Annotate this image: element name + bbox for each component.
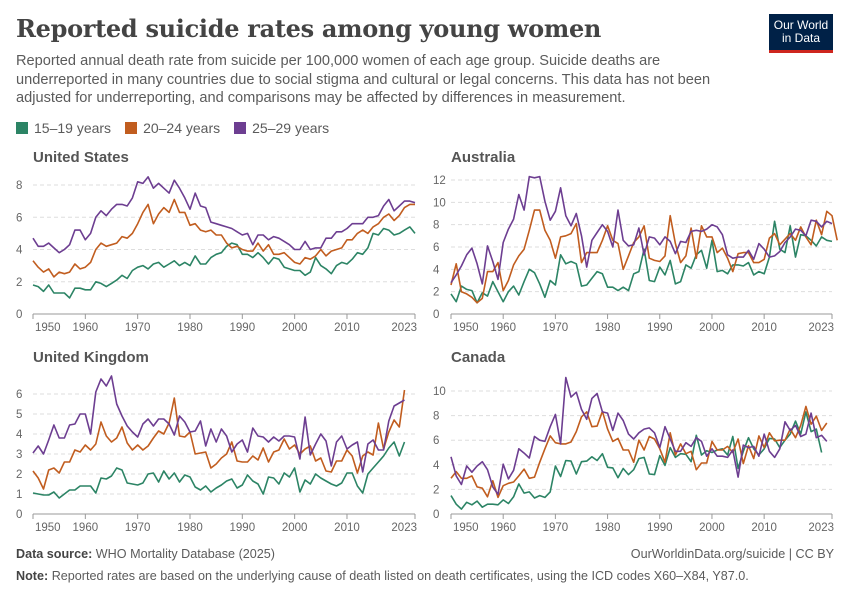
legend-swatch: [234, 122, 247, 134]
x-tick-label: 1980: [177, 522, 203, 534]
legend-label: 20–24 years: [143, 120, 221, 136]
y-tick-label: 0: [16, 509, 22, 521]
source-label: Data source:: [16, 547, 93, 561]
legend-label: 15–19 years: [34, 120, 112, 136]
panel-title-australia: Australia: [451, 149, 516, 166]
x-tick-label: 1970: [543, 522, 569, 534]
x-tick-label: 2000: [282, 522, 308, 534]
x-tick-label: 1980: [595, 322, 621, 334]
y-tick-label: 12: [433, 175, 446, 187]
series-line-20-24-years: [450, 209, 838, 304]
series-line-25-29-years: [32, 375, 405, 473]
y-tick-label: 2: [433, 484, 439, 496]
y-tick-label: 2: [433, 287, 439, 299]
y-tick-label: 3: [16, 449, 22, 461]
x-tick-label: 1950: [35, 522, 61, 534]
note: Note: Reported rates are based on the un…: [16, 569, 749, 583]
y-tick-label: 0: [433, 509, 439, 521]
x-tick-label: 1990: [230, 522, 256, 534]
x-tick-label: 1960: [73, 522, 99, 534]
x-tick-label: 2023: [391, 322, 417, 334]
x-tick-label: 1950: [35, 322, 61, 334]
x-tick-label: 1980: [595, 522, 621, 534]
y-tick-label: 5: [16, 409, 22, 421]
series-line-25-29-years: [450, 175, 833, 285]
x-tick-label: 1950: [453, 522, 479, 534]
x-tick-label: 2023: [808, 522, 834, 534]
x-tick-label: 1980: [177, 322, 203, 334]
x-tick-label: 2000: [699, 322, 725, 334]
x-tick-label: 1960: [73, 322, 99, 334]
y-tick-label: 0: [433, 309, 439, 321]
y-tick-label: 4: [16, 245, 23, 257]
x-tick-label: 1970: [125, 322, 151, 334]
y-tick-label: 2: [16, 277, 22, 289]
legend-item-20-24[interactable]: 20–24 years: [125, 120, 220, 136]
y-tick-label: 6: [16, 389, 22, 401]
y-tick-label: 8: [16, 180, 22, 192]
y-tick-label: 4: [433, 264, 440, 276]
x-tick-label: 2010: [751, 522, 777, 534]
x-tick-label: 1990: [647, 322, 673, 334]
series-line-15-19-years: [32, 441, 406, 499]
series-line-20-24-years: [32, 198, 415, 278]
y-tick-label: 6: [433, 242, 439, 254]
series-line-25-29-years: [450, 376, 828, 496]
x-tick-label: 1950: [453, 322, 479, 334]
x-tick-label: 1990: [647, 522, 673, 534]
legend-item-15-19[interactable]: 15–19 years: [16, 120, 111, 136]
y-tick-label: 8: [433, 411, 439, 423]
y-tick-label: 4: [16, 429, 23, 441]
series-line-15-19-years: [32, 226, 416, 299]
x-tick-label: 2023: [391, 522, 417, 534]
y-tick-label: 6: [16, 212, 22, 224]
x-tick-label: 2000: [282, 322, 308, 334]
source-text[interactable]: WHO Mortality Database (2025): [95, 547, 275, 561]
y-tick-label: 1: [16, 489, 22, 501]
legend-item-25-29[interactable]: 25–29 years: [234, 120, 329, 136]
source-url[interactable]: OurWorldinData.org/suicide | CC BY: [630, 547, 834, 561]
series-line-20-24-years: [450, 405, 828, 499]
legend: 15–19 years 20–24 years 25–29 years: [16, 120, 329, 136]
panel-title-canada: Canada: [451, 349, 506, 366]
y-tick-label: 0: [16, 309, 22, 321]
series-line-15-19-years: [450, 220, 833, 304]
x-tick-label: 1960: [490, 322, 516, 334]
y-tick-label: 10: [433, 197, 446, 209]
x-tick-label: 2010: [334, 322, 360, 334]
series-line-15-19-years: [450, 411, 823, 510]
x-tick-label: 2010: [334, 522, 360, 534]
legend-swatch: [16, 122, 28, 134]
page-subtitle: Reported annual death rate from suicide …: [16, 53, 711, 106]
page-title: Reported suicide rates among young women: [16, 14, 602, 43]
legend-swatch: [125, 122, 138, 134]
x-tick-label: 2000: [699, 522, 725, 534]
y-tick-label: 10: [433, 386, 446, 398]
note-text: Reported rates are based on the underlyi…: [51, 569, 749, 583]
y-tick-label: 4: [433, 460, 440, 472]
legend-label: 25–29 years: [252, 120, 330, 136]
x-tick-label: 1970: [125, 522, 151, 534]
panel-title-united-kingdom: United Kingdom: [33, 349, 149, 366]
y-tick-label: 2: [16, 469, 22, 481]
x-tick-label: 2023: [808, 322, 834, 334]
owid-logo[interactable]: Our World in Data: [769, 14, 833, 53]
x-tick-label: 1960: [490, 522, 516, 534]
y-tick-label: 8: [433, 220, 439, 232]
panel-title-united-states: United States: [33, 149, 129, 166]
x-tick-label: 1990: [230, 322, 256, 334]
data-source: Data source: WHO Mortality Database (202…: [16, 547, 275, 561]
y-tick-label: 6: [433, 435, 439, 447]
x-tick-label: 2010: [751, 322, 777, 334]
series-line-25-29-years: [32, 176, 416, 254]
series-line-20-24-years: [32, 389, 406, 490]
x-tick-label: 1970: [543, 322, 569, 334]
note-label: Note:: [16, 569, 49, 583]
